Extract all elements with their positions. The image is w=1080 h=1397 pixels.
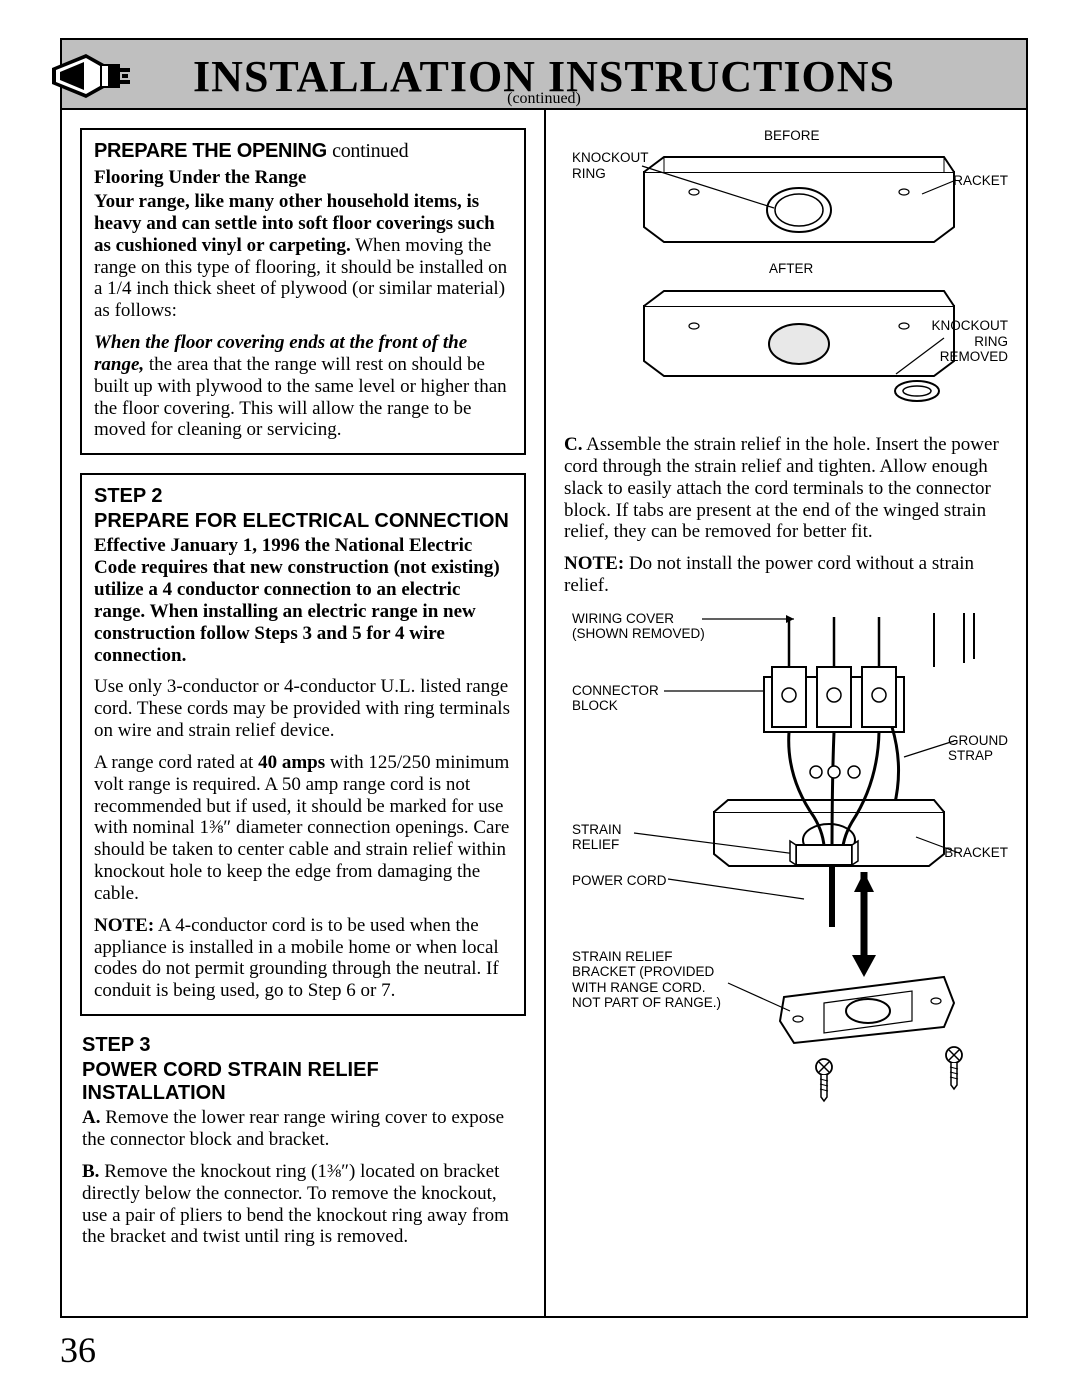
title-text: PREPARE THE OPENING bbox=[94, 140, 327, 162]
diagram-wiring: WIRING COVER (SHOWN REMOVED) CONNECTOR B… bbox=[564, 607, 1008, 1147]
flooring-p2: When the floor covering ends at the fron… bbox=[94, 332, 512, 441]
page-border: INSTALLATION INSTRUCTIONS (continued) PR… bbox=[60, 38, 1028, 1318]
step3-p2: B. Remove the knockout ring (1⅜″) locate… bbox=[82, 1161, 524, 1248]
header-subtitle: (continued) bbox=[62, 90, 1026, 108]
step2-label: STEP 2 bbox=[94, 485, 512, 508]
block-prepare-opening: PREPARE THE OPENING continued Flooring U… bbox=[80, 128, 526, 455]
right-p1b: Assemble the strain relief in the hole. … bbox=[564, 434, 999, 542]
left-column: PREPARE THE OPENING continued Flooring U… bbox=[62, 110, 544, 1316]
step2-title: PREPARE FOR ELECTRICAL CONNECTION bbox=[94, 510, 512, 533]
leaders-bottom bbox=[564, 276, 1024, 426]
step2-p4: NOTE: A 4-conductor cord is to be used w… bbox=[94, 915, 512, 1002]
step3-p2a: B. bbox=[82, 1161, 99, 1182]
flooring-p1: Your range, like many other household it… bbox=[94, 191, 512, 322]
step2-p3: A range cord rated at 40 amps with 125/2… bbox=[94, 752, 512, 905]
right-p2b: Do not install the power cord without a … bbox=[564, 553, 974, 596]
diagram-knockout: BEFORE KNOCKOUT RING BRACKET bbox=[564, 128, 1008, 428]
right-p1: C. Assemble the strain relief in the hol… bbox=[564, 434, 1008, 543]
step3-p1b: Remove the lower rear range wiring cover… bbox=[82, 1107, 504, 1150]
header-bar: INSTALLATION INSTRUCTIONS (continued) bbox=[62, 40, 1026, 110]
step3-p2b: Remove the knockout ring (1⅜″) located o… bbox=[82, 1161, 509, 1248]
title-continued: continued bbox=[332, 140, 408, 162]
step2-p4b: A 4-conductor cord is to be used when th… bbox=[94, 915, 499, 1002]
right-p1a: C. bbox=[564, 434, 582, 455]
step2-p4a: NOTE: bbox=[94, 915, 154, 936]
leaders-top bbox=[564, 128, 1024, 258]
block-step2: STEP 2 PREPARE FOR ELECTRICAL CONNECTION… bbox=[80, 473, 526, 1016]
flooring-subhead: Flooring Under the Range bbox=[94, 167, 512, 189]
step2-p3a: A range cord rated at bbox=[94, 752, 258, 773]
label-after: AFTER bbox=[769, 261, 813, 277]
right-column: BEFORE KNOCKOUT RING BRACKET bbox=[544, 110, 1026, 1316]
step3-p1: A. Remove the lower rear range wiring co… bbox=[82, 1107, 524, 1151]
step2-p3b: 40 amps bbox=[258, 752, 325, 773]
block-step3: STEP 3 POWER CORD STRAIN RELIEF INSTALLA… bbox=[80, 1034, 526, 1248]
step3-label: STEP 3 bbox=[82, 1034, 524, 1057]
page-number: 36 bbox=[60, 1329, 96, 1371]
step2-p1-bold: Effective January 1, 1996 the National E… bbox=[94, 535, 500, 665]
step2-p3c: with 125/250 minimum volt range is requi… bbox=[94, 752, 509, 904]
flooring-p2-tail: the area that the range will rest on sho… bbox=[94, 354, 507, 441]
right-p2a: NOTE: bbox=[564, 553, 624, 574]
step3-title: POWER CORD STRAIN RELIEF INSTALLATION bbox=[82, 1059, 524, 1105]
right-p2: NOTE: Do not install the power cord with… bbox=[564, 553, 1008, 597]
section-title-opening: PREPARE THE OPENING continued bbox=[94, 140, 512, 163]
columns: PREPARE THE OPENING continued Flooring U… bbox=[62, 110, 1026, 1316]
step3-p1a: A. bbox=[82, 1107, 100, 1128]
step2-p2: Use only 3-conductor or 4-conductor U.L.… bbox=[94, 676, 512, 742]
step2-p1: Effective January 1, 1996 the National E… bbox=[94, 535, 512, 666]
wiring-svg bbox=[564, 607, 1019, 1147]
